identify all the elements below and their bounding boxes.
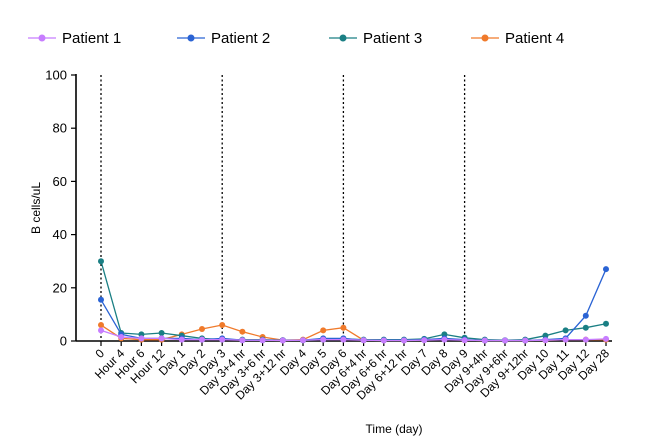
- legend-label: Patient 2: [211, 30, 270, 47]
- series-line: [100, 268, 607, 342]
- data-point: [239, 328, 246, 335]
- y-tick-label: 0: [60, 334, 67, 349]
- data-point: [360, 337, 367, 344]
- y-tick-label: 100: [45, 68, 67, 83]
- data-point: [340, 324, 347, 331]
- data-point: [502, 337, 508, 344]
- data-point: [98, 258, 104, 265]
- data-point: [603, 335, 609, 342]
- data-point: [522, 337, 529, 344]
- series-patient-3: [98, 258, 609, 344]
- data-point: [219, 322, 226, 329]
- data-point: [199, 336, 205, 343]
- legend-item: Patient 1: [28, 30, 121, 47]
- data-point: [603, 320, 609, 327]
- data-point: [603, 266, 609, 273]
- data-point: [401, 337, 407, 344]
- data-point: [239, 337, 246, 344]
- data-point: [380, 337, 387, 344]
- legend-marker: [481, 34, 489, 42]
- data-point: [320, 336, 327, 343]
- legend-item: Patient 3: [329, 30, 422, 47]
- data-point: [582, 324, 589, 331]
- data-point: [138, 335, 145, 342]
- legend-item: Patient 2: [177, 30, 270, 47]
- data-point: [199, 326, 205, 333]
- legend-marker: [339, 34, 347, 42]
- data-point: [441, 336, 448, 343]
- series-patient-1: [98, 327, 609, 344]
- data-point: [340, 336, 347, 343]
- legend: Patient 1 Patient 2 Patient 3 Patient 4: [28, 30, 564, 47]
- legend-item: Patient 4: [471, 30, 564, 47]
- data-point: [178, 336, 185, 343]
- legend-marker: [38, 34, 46, 42]
- data-point: [320, 327, 327, 334]
- series-line: [100, 329, 607, 342]
- legend-label: Patient 4: [505, 30, 564, 47]
- data-point: [481, 337, 488, 344]
- data-point: [562, 327, 569, 334]
- data-point: [421, 337, 428, 344]
- data-point: [158, 330, 165, 337]
- data-point: [582, 312, 589, 319]
- legend-marker: [187, 34, 195, 42]
- data-point: [542, 337, 549, 344]
- data-point: [562, 336, 569, 343]
- data-point: [98, 327, 104, 334]
- data-point: [582, 336, 589, 343]
- legend-label: Patient 1: [62, 30, 121, 47]
- series-line: [100, 261, 607, 341]
- y-tick-label: 20: [53, 280, 67, 295]
- dosing-markers: [100, 75, 466, 341]
- data-point: [279, 337, 286, 344]
- y-tick-label: 80: [53, 121, 67, 136]
- data-point: [219, 336, 226, 343]
- data-point: [461, 337, 468, 344]
- data-point: [300, 337, 306, 344]
- data-point: [98, 322, 104, 329]
- y-axis-title: B cells/uL: [29, 182, 43, 234]
- series-patient-2: [98, 266, 609, 344]
- data-point: [98, 296, 104, 303]
- y-tick-label: 60: [53, 174, 67, 189]
- series-layer: [98, 258, 609, 344]
- y-tick-label: 40: [53, 227, 67, 242]
- data-point: [118, 334, 125, 341]
- x-axis-title: Time (day): [366, 422, 423, 436]
- y-ticks: 0 20 40 60 80 100: [45, 68, 76, 349]
- data-point: [158, 335, 165, 342]
- legend-label: Patient 3: [363, 30, 422, 47]
- data-point: [259, 337, 266, 344]
